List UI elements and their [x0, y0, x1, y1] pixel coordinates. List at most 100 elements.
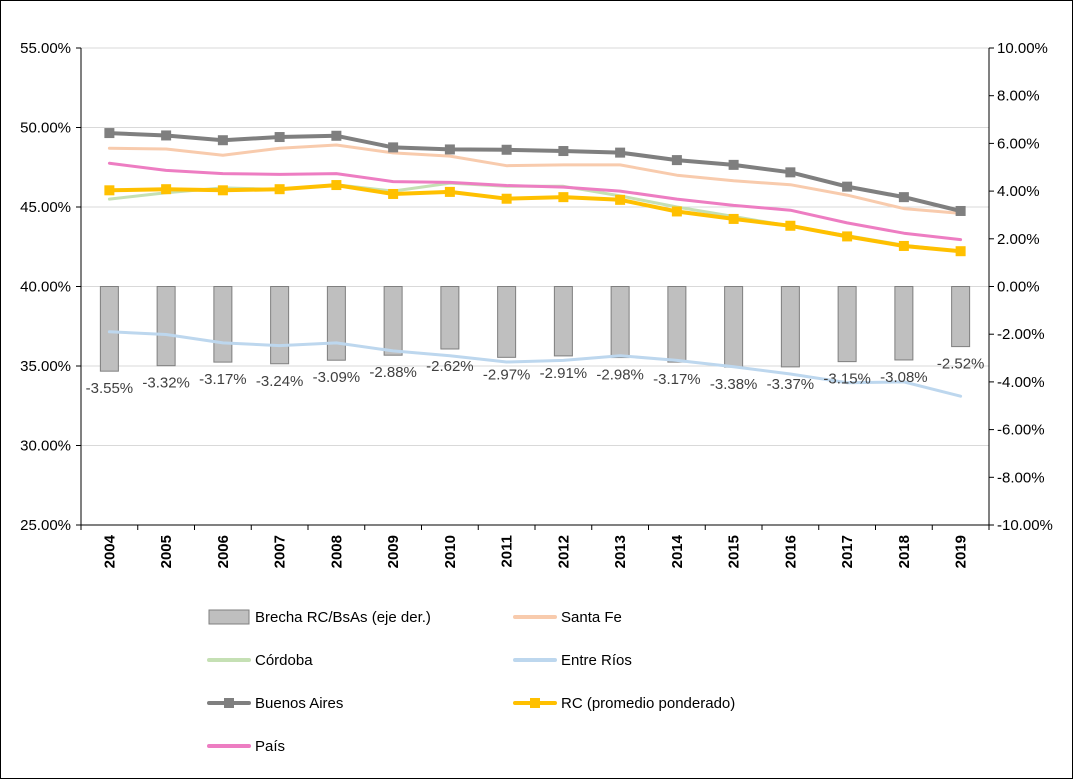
x-tick-label: 2007 — [272, 535, 289, 568]
series-marker-5 — [785, 220, 796, 231]
series-marker-4 — [161, 130, 172, 141]
right-tick-label: 2.00% — [997, 231, 1040, 248]
x-tick-label: 2004 — [101, 534, 118, 568]
bar-data-label: -3.09% — [313, 369, 361, 386]
series-marker-4 — [217, 135, 228, 146]
x-tick-label: 2015 — [726, 535, 743, 568]
x-tick-label: 2017 — [839, 535, 856, 568]
series-marker-4 — [501, 144, 512, 155]
left-tick-label: 55.00% — [20, 40, 71, 57]
legend-label: Santa Fe — [561, 609, 622, 626]
series-marker-5 — [217, 185, 228, 196]
x-tick-label: 2009 — [385, 535, 402, 568]
legend-swatch-marker — [530, 698, 540, 708]
legend-label: Córdoba — [255, 652, 313, 669]
x-tick-label: 2012 — [555, 535, 572, 568]
series-marker-4 — [785, 167, 796, 178]
right-tick-label: 6.00% — [997, 135, 1040, 152]
legend-label: País — [255, 738, 285, 755]
bar-data-label: -3.37% — [767, 376, 815, 393]
bar-brecha — [383, 286, 403, 356]
series-marker-4 — [274, 132, 285, 143]
x-tick-label: 2010 — [442, 535, 459, 568]
right-tick-label: -4.00% — [997, 374, 1045, 391]
series-marker-5 — [955, 246, 966, 257]
x-tick-label: 2016 — [782, 535, 799, 568]
series-marker-5 — [558, 192, 569, 203]
series-marker-5 — [898, 240, 909, 251]
left-tick-label: 50.00% — [20, 120, 71, 137]
series-marker-5 — [274, 184, 285, 195]
x-tick-label: 2011 — [499, 535, 516, 568]
series-marker-4 — [558, 146, 569, 157]
bar-brecha — [497, 286, 517, 358]
legend-label: RC (promedio ponderado) — [561, 695, 735, 712]
x-tick-label: 2008 — [328, 535, 345, 568]
bar-brecha — [894, 286, 914, 361]
series-marker-5 — [388, 188, 399, 199]
right-tick-label: -8.00% — [997, 469, 1045, 486]
series-marker-5 — [161, 184, 172, 195]
series-marker-5 — [615, 194, 626, 205]
right-tick-label: -2.00% — [997, 326, 1045, 343]
x-tick-label: 2019 — [953, 535, 970, 568]
right-tick-label: -6.00% — [997, 422, 1045, 439]
right-tick-label: 4.00% — [997, 183, 1040, 200]
series-marker-5 — [444, 186, 455, 197]
series-marker-5 — [671, 206, 682, 217]
series-marker-4 — [104, 128, 115, 139]
x-tick-label: 2018 — [896, 535, 913, 568]
left-tick-label: 40.00% — [20, 279, 71, 296]
x-tick-label: 2005 — [158, 535, 175, 568]
x-tick-label: 2013 — [612, 535, 629, 568]
series-line-4 — [107, 131, 963, 213]
right-tick-label: 0.00% — [997, 279, 1040, 296]
bar-data-label: -3.08% — [880, 369, 928, 386]
legend-label: Buenos Aires — [255, 695, 343, 712]
series-marker-4 — [671, 155, 682, 166]
bar-brecha — [326, 286, 346, 361]
bar-data-label: -2.98% — [596, 367, 644, 384]
bar-data-label: -2.97% — [483, 366, 531, 383]
left-tick-label: 25.00% — [20, 517, 71, 534]
series-line-3 — [107, 161, 963, 242]
series-marker-4 — [615, 147, 626, 158]
bar-brecha — [156, 286, 176, 367]
bar-data-label: -3.32% — [142, 375, 190, 392]
bar-data-label: -3.24% — [256, 373, 304, 390]
left-tick-label: 35.00% — [20, 358, 71, 375]
series-marker-5 — [331, 180, 342, 191]
series-marker-4 — [444, 144, 455, 155]
right-tick-label: -10.00% — [997, 517, 1053, 534]
series-marker-5 — [501, 193, 512, 204]
right-tick-label: 8.00% — [997, 88, 1040, 105]
legend-swatch-marker — [224, 698, 234, 708]
bar-data-label: -3.55% — [86, 380, 134, 397]
series-marker-4 — [898, 192, 909, 203]
series-marker-4 — [955, 205, 966, 216]
bar-brecha — [724, 286, 744, 368]
bar-data-label: -2.91% — [540, 365, 588, 382]
series-marker-4 — [842, 181, 853, 192]
left-tick-label: 45.00% — [20, 199, 71, 216]
bar-data-label: -3.17% — [199, 371, 247, 388]
legend-swatch-bar — [208, 609, 250, 625]
left-tick-label: 30.00% — [20, 438, 71, 455]
series-marker-5 — [104, 185, 115, 196]
series-line-2 — [107, 143, 963, 215]
x-tick-label: 2014 — [669, 534, 686, 568]
bar-data-label: -2.62% — [426, 358, 474, 375]
bar-brecha — [951, 286, 971, 348]
series-marker-5 — [728, 213, 739, 224]
bar-data-label: -3.17% — [653, 371, 701, 388]
bar-brecha — [99, 286, 119, 372]
bar-data-label: -3.15% — [823, 371, 871, 388]
series-marker-4 — [388, 142, 399, 153]
bar-data-label: -3.38% — [710, 376, 758, 393]
bar-data-label: -2.88% — [369, 364, 417, 381]
series-marker-4 — [728, 159, 739, 170]
legend-label: Brecha RC/BsAs (eje der.) — [255, 609, 431, 626]
bar-brecha — [270, 286, 290, 365]
